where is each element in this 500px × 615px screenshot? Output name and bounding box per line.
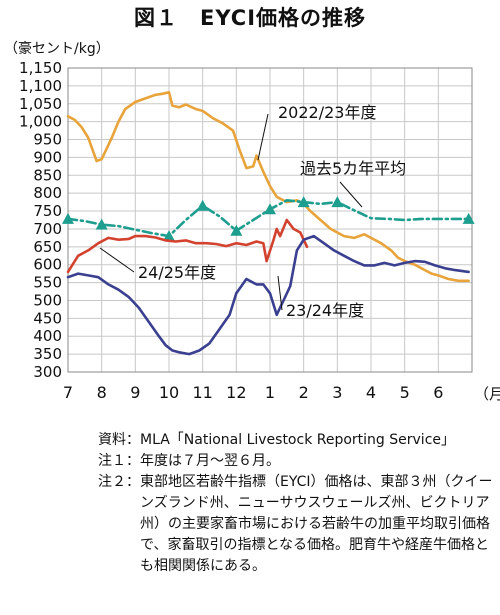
y-tick-label: 950 xyxy=(33,131,62,149)
y-tick-label: 400 xyxy=(33,327,62,345)
y-tick-label: 450 xyxy=(33,309,62,327)
y-tick-label: 850 xyxy=(33,166,62,184)
x-tick-label: 2 xyxy=(299,383,309,402)
series-marker xyxy=(462,212,475,224)
x-tick-label: 11 xyxy=(192,383,212,402)
series-lines xyxy=(62,91,475,356)
series-line xyxy=(66,218,309,274)
x-tick-label: 8 xyxy=(97,383,107,402)
series-line xyxy=(66,234,470,356)
note-text: 東部地区若齢牛指標（EYCI）価格は、東部３州（クイーンズランド州、ニューサウス… xyxy=(140,474,493,574)
note-label: 注１： xyxy=(98,453,140,469)
series-marker xyxy=(264,203,276,215)
x-tick-label: 7 xyxy=(63,383,73,402)
series-marker xyxy=(62,212,74,224)
y-tick-label: 800 xyxy=(33,184,62,202)
x-tick-label: 9 xyxy=(130,383,140,402)
x-tick-labels: 7 8 9 10 11 12 1 2 3 4 5 6 xyxy=(63,383,444,402)
chart-title: 図１ EYCI価格の推移 xyxy=(133,6,367,30)
chart-notes: 資料： MLA「National Livestock Reporting Ser… xyxy=(98,430,498,577)
y-tick-label: 750 xyxy=(33,202,62,220)
series-marker xyxy=(331,196,344,208)
y-axis-unit-label: （豪セント/kg） xyxy=(4,41,110,57)
annotation-label: 23/24年度 xyxy=(286,301,364,320)
y-tick-label: 600 xyxy=(33,256,62,274)
note-label: 注２： xyxy=(98,474,140,490)
grid-lines xyxy=(68,67,472,373)
eyci-line-chart: 3003504004505005506006507007508008509009… xyxy=(19,59,475,402)
note-label: 資料： xyxy=(98,432,140,448)
annotation-leader xyxy=(257,113,269,161)
y-tick-label: 300 xyxy=(33,363,62,381)
annotation-label: 2022/23年度 xyxy=(278,103,376,122)
note-2: 注２： 東部地区若齢牛指標（EYCI）価格は、東部３州（クイーンズランド州、ニュ… xyxy=(98,472,498,577)
y-tick-label: 900 xyxy=(33,148,62,166)
series-line xyxy=(66,91,470,283)
series-line xyxy=(66,199,470,238)
source-note: 資料： MLA「National Livestock Reporting Ser… xyxy=(98,430,498,451)
annotation-label: 24/25年度 xyxy=(138,263,216,282)
annotation-leader xyxy=(339,181,363,208)
x-tick-label: 5 xyxy=(400,383,410,402)
x-tick-label: 6 xyxy=(433,383,443,402)
series-marker xyxy=(95,218,108,230)
y-tick-label: 700 xyxy=(33,220,62,238)
y-tick-label: 500 xyxy=(33,291,62,309)
y-tick-label: 1,050 xyxy=(19,95,62,113)
series-marker xyxy=(230,224,243,236)
note-1: 注１： 年度は７月～翌６月。 xyxy=(98,451,498,472)
x-tick-label: 12 xyxy=(226,383,246,402)
note-text: 年度は７月～翌６月。 xyxy=(140,453,280,469)
annotation-leader xyxy=(277,275,283,311)
x-axis-unit-label: （月） xyxy=(474,385,500,403)
y-tick-label: 550 xyxy=(33,274,62,292)
x-tick-label: 4 xyxy=(366,383,376,402)
note-text: MLA「National Livestock Reporting Service… xyxy=(140,432,456,448)
annotation-leader xyxy=(99,247,135,273)
y-tick-label: 350 xyxy=(33,345,62,363)
y-tick-label: 1,150 xyxy=(19,59,62,77)
y-tick-label: 1,100 xyxy=(19,77,62,95)
series-marker xyxy=(297,196,310,208)
x-tick-label: 3 xyxy=(332,383,342,402)
series-marker xyxy=(196,199,209,211)
x-tick-label: 1 xyxy=(265,383,275,402)
annotation-label: 過去5カ年平均 xyxy=(300,159,406,178)
series-marker xyxy=(163,230,175,242)
y-tick-label: 1,000 xyxy=(19,113,62,131)
y-tick-labels: 3003504004505005506006507007508008509009… xyxy=(19,59,62,381)
x-tick-label: 10 xyxy=(159,383,179,402)
y-tick-label: 650 xyxy=(33,238,62,256)
